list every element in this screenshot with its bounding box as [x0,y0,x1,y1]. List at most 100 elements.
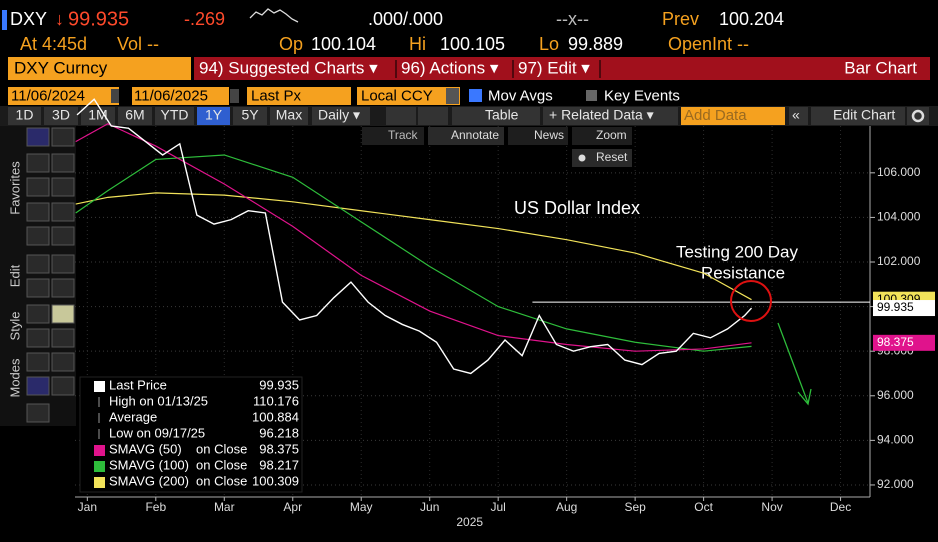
tool[interactable] [26,328,50,348]
chart-type: Bar Chart [844,58,917,77]
tool[interactable] [26,254,50,274]
y-tick-label: 104.000 [877,210,921,224]
legend-label: SMAVG (100) [109,457,189,472]
arrow: ↓ [55,9,64,29]
settings-button[interactable] [907,107,929,125]
edit-chart-button[interactable] [811,107,905,125]
field: Last Px [251,87,302,104]
tool[interactable] [51,304,75,324]
icon-button[interactable] [386,107,416,125]
tool[interactable] [26,127,50,147]
tool[interactable] [51,202,75,222]
currency: Local CCY [361,87,433,104]
x-tick-label: Oct [694,500,713,514]
legend-swatch [94,477,105,488]
legend-value: 98.375 [259,441,299,456]
menu-item[interactable]: 97) Edit ▾ [518,58,590,77]
tool[interactable] [51,226,75,246]
tool[interactable] [26,202,50,222]
annotate-button[interactable] [428,127,504,145]
x-tick-label: Dec [830,500,851,514]
range-button[interactable] [8,107,41,125]
range-button[interactable] [44,107,78,125]
tool[interactable] [26,153,50,173]
legend-field: on Close [196,441,247,456]
tool[interactable] [51,254,75,274]
legend-field: on Close [196,473,247,488]
tool[interactable] [51,127,75,147]
menu-item[interactable]: 94) Suggested Charts ▾ [199,58,378,77]
checkbox[interactable] [586,90,597,101]
tool[interactable] [51,153,75,173]
annotation: Testing 200 Day [676,242,798,261]
currency-box[interactable] [357,87,460,105]
low: 99.889 [568,34,623,54]
open-interest: OpenInt -- [668,34,749,54]
tool[interactable] [26,226,50,246]
tool[interactable] [26,376,50,396]
range: 6M [125,107,144,123]
x-tick-label: Feb [145,500,166,514]
tool[interactable] [51,278,75,298]
x-tick-label: Mar [214,500,235,514]
tool[interactable] [26,304,50,324]
news-button[interactable] [508,127,568,145]
checkbox[interactable] [469,89,482,102]
tool-icons [26,127,75,423]
field-box[interactable] [247,87,351,105]
range: 5Y [241,107,259,123]
price-tag-label: 99.935 [877,300,914,314]
start-date-box[interactable] [8,87,119,105]
security-box[interactable] [8,57,191,80]
related-data: + Related Data ▾ [549,107,654,123]
table: Table [485,107,519,123]
range-button[interactable] [81,107,115,125]
tool[interactable] [26,278,50,298]
legend-swatch [94,445,105,456]
side-tab[interactable]: Style [7,312,22,341]
calendar-icon[interactable] [230,89,239,103]
legend-label: Low on 09/17/25 [109,425,205,440]
legend-box [79,376,303,493]
range-button[interactable] [155,107,194,125]
end-date-box[interactable] [132,87,229,105]
tool[interactable] [26,403,50,423]
chart-tool: Zoom [596,128,627,142]
range-button[interactable] [118,107,152,125]
legend-swatch [94,461,105,472]
tool[interactable] [51,177,75,197]
range-button[interactable] [233,107,267,125]
add-data-box[interactable] [681,107,785,125]
tool[interactable] [26,177,50,197]
series-line [75,154,752,352]
side-tab[interactable]: Favorites [7,161,22,215]
size: --x-- [556,9,589,29]
calendar-icon[interactable] [111,89,119,103]
table-button[interactable] [452,107,540,125]
related-button[interactable] [543,107,678,125]
time: At 4:45d [20,34,87,54]
icon-button[interactable] [418,107,448,125]
reset-button[interactable] [572,149,632,167]
legend-label: High on 01/13/25 [109,393,208,408]
tool[interactable] [51,328,75,348]
period-button[interactable] [312,107,370,125]
tool[interactable] [51,352,75,372]
dropdown[interactable] [446,88,459,104]
menu-item[interactable]: 96) Actions ▾ [401,58,499,77]
key-events: Key Events [604,87,680,104]
range-button[interactable] [270,107,308,125]
series-line [75,192,752,301]
highlight-circle [730,280,772,322]
y-tick-label: 92.000 [877,477,914,491]
tool[interactable] [26,352,50,372]
range-button[interactable] [197,107,230,125]
high: 100.105 [440,34,505,54]
zoom-button[interactable] [572,127,632,145]
side-tab[interactable]: Edit [7,264,22,287]
tool[interactable] [51,376,75,396]
legend-value: 96.218 [259,425,299,440]
collapse-button[interactable] [789,107,808,125]
side-tab[interactable]: Modes [7,358,22,398]
track-button[interactable] [362,127,424,145]
